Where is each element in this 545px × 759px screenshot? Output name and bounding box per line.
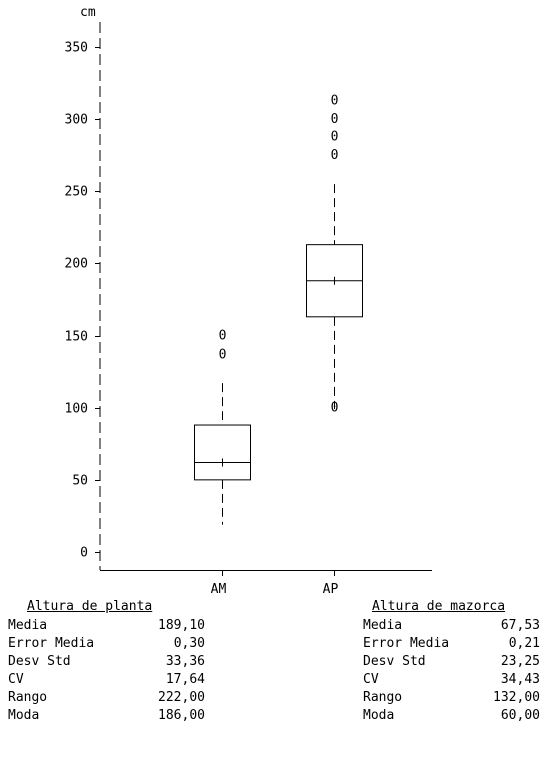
- stat-label: CV: [8, 672, 24, 687]
- stat-row: Media 67,53: [363, 617, 540, 635]
- outlier-point: 0: [331, 401, 339, 416]
- stat-row: Media 189,10: [8, 617, 205, 635]
- outlier-point: 0: [219, 329, 227, 344]
- y-tick-label: 0: [80, 546, 88, 561]
- stat-row: Desv Std 33,36: [8, 653, 205, 671]
- stat-value: 0,30: [173, 636, 205, 651]
- x-tick-label: AM: [211, 582, 227, 597]
- stat-value: 23,25: [500, 654, 540, 669]
- stat-row: Rango 222,00: [8, 689, 205, 707]
- stats-altura-de-planta: Altura de planta Media 189,10 Error Media…: [8, 598, 205, 725]
- stat-value: 67,53: [500, 618, 540, 633]
- stat-label: Error Media: [8, 636, 95, 651]
- stat-row: Error Media 0,30: [8, 635, 205, 653]
- stat-value: 222,00: [158, 690, 205, 705]
- box-am: 0 0 AM: [194, 329, 251, 597]
- y-tick-label: 150: [65, 330, 88, 345]
- stat-value: 34,43: [500, 672, 540, 687]
- stats-altura-de-mazorca: Altura de mazorca Media 67,53 Error Media…: [363, 598, 540, 725]
- stat-label: Desv Std: [8, 654, 71, 669]
- stat-row: Desv Std 23,25: [363, 653, 540, 671]
- y-axis-unit-label: cm: [80, 5, 96, 20]
- stat-row: Rango 132,00: [363, 689, 540, 707]
- stat-label: Media: [363, 618, 403, 633]
- stat-row: CV 17,64: [8, 671, 205, 689]
- stat-row: Moda 60,00: [363, 707, 540, 725]
- iqr-box: [194, 424, 251, 481]
- stats-title: Altura de mazorca: [372, 599, 506, 614]
- stat-label: Media: [8, 618, 48, 633]
- stat-value: 189,10: [158, 618, 205, 633]
- stat-label: Moda: [8, 708, 40, 723]
- stats-title: Altura de planta: [27, 599, 153, 614]
- stat-value: 0,21: [508, 636, 540, 651]
- outlier-point: 0: [331, 112, 339, 127]
- outlier-point: 0: [331, 129, 339, 144]
- stat-value: 17,64: [165, 672, 205, 687]
- boxplot-chart: cm 0 50 100 150 200 250 300 350 0 0 AM 0 0 0 0 0 AP: [65, 5, 432, 597]
- stat-row: CV 34,43: [363, 671, 540, 689]
- y-tick-label: 50: [72, 474, 88, 489]
- box-ap: 0 0 0 0 0 AP: [306, 93, 363, 597]
- y-tick-label: 100: [65, 402, 88, 417]
- y-tick-label: 300: [65, 113, 88, 128]
- stat-label: Moda: [363, 708, 395, 723]
- y-tick-label: 250: [65, 185, 88, 200]
- stat-label: Rango: [8, 690, 48, 705]
- stat-label: Rango: [363, 690, 403, 705]
- y-tick-label: 350: [65, 41, 88, 56]
- stat-row: Error Media 0,21: [363, 635, 540, 653]
- stat-value: 60,00: [500, 708, 540, 723]
- outlier-point: 0: [219, 347, 227, 362]
- stat-value: 186,00: [158, 708, 205, 723]
- outlier-point: 0: [331, 93, 339, 108]
- stat-label: CV: [363, 672, 379, 687]
- outlier-point: 0: [331, 148, 339, 163]
- stat-label: Error Media: [363, 636, 450, 651]
- stat-value: 33,36: [165, 654, 205, 669]
- axes: [99, 22, 432, 571]
- stat-value: 132,00: [493, 690, 540, 705]
- y-ticks: 0 50 100 150 200 250 300 350: [65, 41, 100, 561]
- boxes: 0 0 AM 0 0 0 0 0 AP: [194, 93, 363, 597]
- x-tick-label: AP: [323, 582, 339, 597]
- stat-label: Desv Std: [363, 654, 426, 669]
- stat-row: Moda 186,00: [8, 707, 205, 725]
- y-tick-label: 200: [65, 257, 88, 272]
